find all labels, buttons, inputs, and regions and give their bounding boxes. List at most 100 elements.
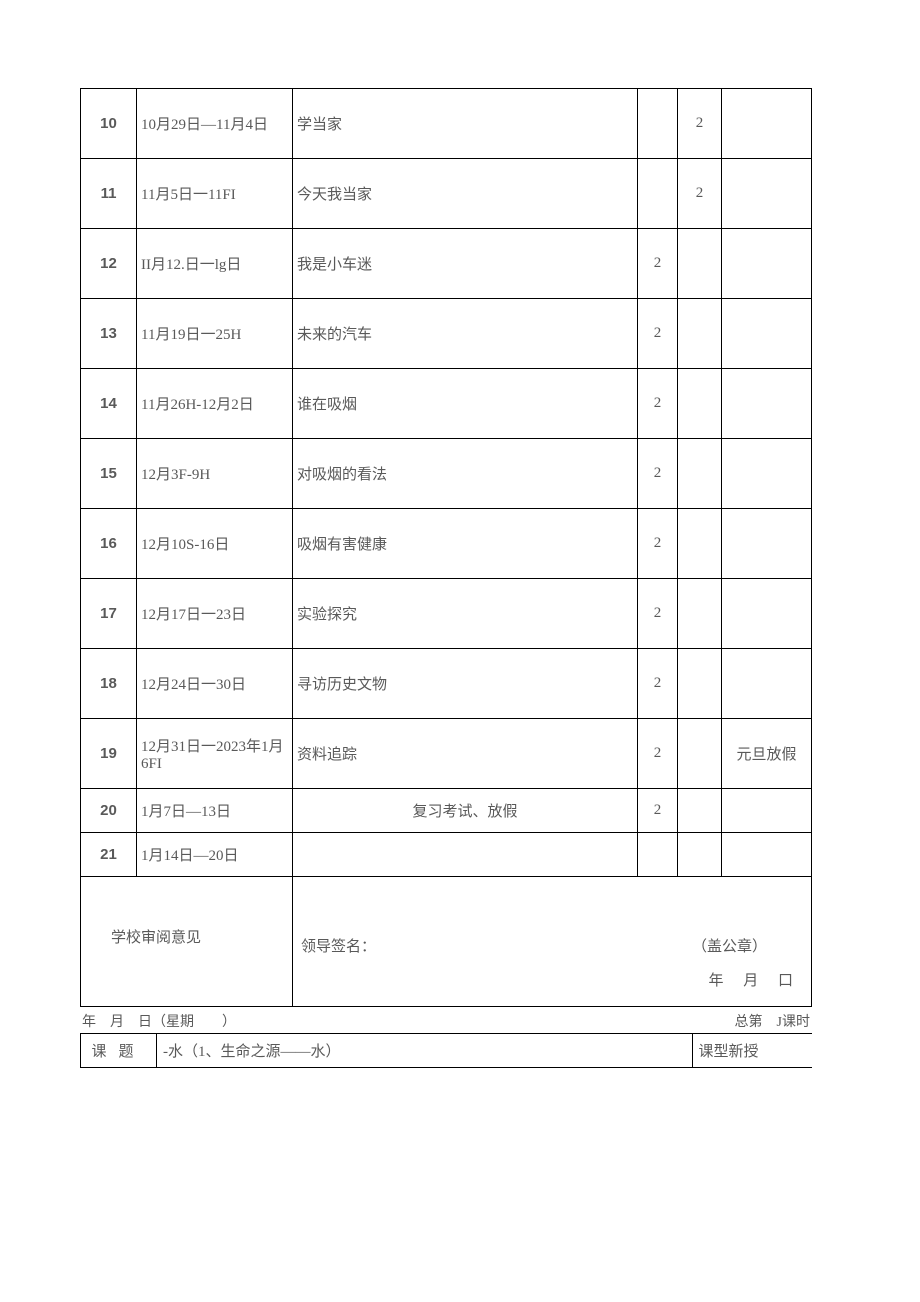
- row-topic: 学当家: [293, 89, 638, 159]
- row-hours-a: 2: [638, 509, 678, 579]
- row-note: [722, 789, 812, 833]
- row-topic: 未来的汽车: [293, 299, 638, 369]
- row-hours-a: 2: [638, 579, 678, 649]
- row-hours-b: [678, 649, 722, 719]
- row-date: 12月31日一2023年1月6FI: [137, 719, 293, 789]
- row-note: 元旦放假: [722, 719, 812, 789]
- row-topic: 复习考试、放假: [293, 789, 638, 833]
- row-note: [722, 299, 812, 369]
- row-hours-b: [678, 509, 722, 579]
- schedule-table: 1010月29日—11月4日学当家21111月5日一11FI今天我当家212II…: [80, 88, 812, 1007]
- row-date: 1月14日—20日: [137, 833, 293, 877]
- row-hours-a: 2: [638, 299, 678, 369]
- row-number: 13: [81, 299, 137, 369]
- below-line1: 年 月 日（星期 ） 总第 J课时: [80, 1011, 812, 1033]
- review-label-cell: 学校审阅意见: [81, 877, 293, 1007]
- row-date: 11月19日一25H: [137, 299, 293, 369]
- row-date: 12月17日一23日: [137, 579, 293, 649]
- row-topic: 寻访历史文物: [293, 649, 638, 719]
- row-note: [722, 579, 812, 649]
- row-topic: 吸烟有害健康: [293, 509, 638, 579]
- table-row: 1010月29日—11月4日学当家 2: [81, 89, 812, 159]
- review-row: 学校审阅意见 领导签名： （盖公章） 年 月 口: [81, 877, 812, 1007]
- table-row: 1512月3F-9H对吸烟的看法2: [81, 439, 812, 509]
- row-hours-b: [678, 369, 722, 439]
- subject-table: 课题 -水（1、生命之源——水） 课型新授: [80, 1033, 812, 1068]
- row-date: 11月5日一11FI: [137, 159, 293, 229]
- row-number: 19: [81, 719, 137, 789]
- date-template: 年 月 日（星期 ）: [82, 1011, 236, 1031]
- row-note: [722, 649, 812, 719]
- row-number: 16: [81, 509, 137, 579]
- row-number: 10: [81, 89, 137, 159]
- row-date: 12月24日一30日: [137, 649, 293, 719]
- row-hours-a: 2: [638, 369, 678, 439]
- row-hours-b: 2: [678, 89, 722, 159]
- row-note: [722, 439, 812, 509]
- row-note: [722, 159, 812, 229]
- table-row: 1311月19日一25H未来的汽车2: [81, 299, 812, 369]
- row-date: 11月26H-12月2日: [137, 369, 293, 439]
- row-note: [722, 369, 812, 439]
- row-note: [722, 89, 812, 159]
- row-number: 15: [81, 439, 137, 509]
- table-row: 1812月24日一30日寻访历史文物2: [81, 649, 812, 719]
- subject-topic: -水（1、生命之源——水）: [157, 1034, 693, 1068]
- row-topic: 对吸烟的看法: [293, 439, 638, 509]
- row-topic: 今天我当家: [293, 159, 638, 229]
- row-hours-b: [678, 579, 722, 649]
- row-topic: 谁在吸烟: [293, 369, 638, 439]
- table-row: 1612月10S-16日吸烟有害健康2: [81, 509, 812, 579]
- table-row: 1411月26H-12月2日谁在吸烟2: [81, 369, 812, 439]
- row-topic: 资料追踪: [293, 719, 638, 789]
- row-date: 12月10S-16日: [137, 509, 293, 579]
- row-date: 1月7日—13日: [137, 789, 293, 833]
- row-hours-a: [638, 89, 678, 159]
- row-hours-b: [678, 229, 722, 299]
- row-hours-a: 2: [638, 789, 678, 833]
- row-number: 17: [81, 579, 137, 649]
- table-row: 211月14日—20日: [81, 833, 812, 877]
- review-label: 学校审阅意见: [111, 930, 201, 946]
- row-hours-a: 2: [638, 439, 678, 509]
- lesson-type: 课型新授: [692, 1034, 812, 1068]
- row-number: 20: [81, 789, 137, 833]
- row-date: 10月29日—11月4日: [137, 89, 293, 159]
- row-hours-b: [678, 439, 722, 509]
- row-hours-b: [678, 719, 722, 789]
- table-row: 1111月5日一11FI今天我当家 2: [81, 159, 812, 229]
- subject-label: 课题: [81, 1034, 157, 1068]
- row-note: [722, 509, 812, 579]
- row-hours-a: [638, 159, 678, 229]
- row-hours-b: 2: [678, 159, 722, 229]
- row-hours-b: [678, 833, 722, 877]
- lesson-total: 总第 J课时: [735, 1011, 810, 1031]
- row-number: 18: [81, 649, 137, 719]
- table-row: 12II月12.日一lg日我是小车迷2: [81, 229, 812, 299]
- row-number: 21: [81, 833, 137, 877]
- row-hours-a: 2: [638, 229, 678, 299]
- row-topic: 实验探究: [293, 579, 638, 649]
- seal-label: （盖公章）: [692, 935, 767, 956]
- table-row: 201月7日—13日复习考试、放假2: [81, 789, 812, 833]
- row-topic: [293, 833, 638, 877]
- subject-row: 课题 -水（1、生命之源——水） 课型新授: [81, 1034, 813, 1068]
- row-number: 14: [81, 369, 137, 439]
- row-topic: 我是小车迷: [293, 229, 638, 299]
- row-hours-a: [638, 833, 678, 877]
- signature-label: 领导签名：: [301, 935, 376, 956]
- row-note: [722, 833, 812, 877]
- row-number: 12: [81, 229, 137, 299]
- row-hours-b: [678, 299, 722, 369]
- row-note: [722, 229, 812, 299]
- table-row: 1712月17日一23日实验探究2: [81, 579, 812, 649]
- row-hours-a: 2: [638, 719, 678, 789]
- row-number: 11: [81, 159, 137, 229]
- table-row: 1912月31日一2023年1月6FI资料追踪2 元旦放假: [81, 719, 812, 789]
- row-hours-a: 2: [638, 649, 678, 719]
- row-hours-b: [678, 789, 722, 833]
- row-date: II月12.日一lg日: [137, 229, 293, 299]
- review-body-cell: 领导签名： （盖公章） 年 月 口: [293, 877, 812, 1007]
- row-date: 12月3F-9H: [137, 439, 293, 509]
- below-block: 年 月 日（星期 ） 总第 J课时 课题 -水（1、生命之源——水） 课型新授: [80, 1011, 812, 1068]
